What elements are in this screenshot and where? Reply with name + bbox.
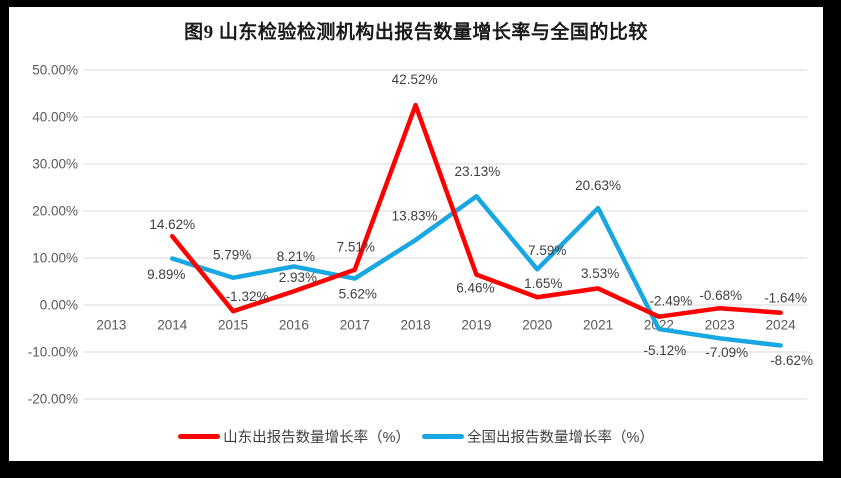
x-axis-tick-label: 2018 xyxy=(401,318,431,333)
y-axis-tick-label: 10.00% xyxy=(32,251,78,266)
x-axis-tick-label: 2015 xyxy=(218,318,248,333)
y-axis-tick-label: -20.00% xyxy=(28,392,78,407)
data-label: -1.32% xyxy=(226,289,269,304)
x-axis-tick-label: 2019 xyxy=(461,318,491,333)
series-line-shandong xyxy=(170,102,783,319)
y-axis-tick-label: -10.00% xyxy=(28,345,78,360)
legend-label-national: 全国出报告数量增长率（%） xyxy=(467,430,654,446)
data-label: 6.46% xyxy=(456,280,494,295)
chart-legend: 山东出报告数量增长率（%） 全国出报告数量增长率（%） xyxy=(9,426,823,447)
legend-item-national: 全国出报告数量增长率（%） xyxy=(422,426,654,447)
data-label: 42.52% xyxy=(392,72,438,87)
legend-line-swatch-blue xyxy=(422,434,464,439)
data-label: 5.62% xyxy=(339,286,377,301)
data-label: 13.83% xyxy=(392,209,438,224)
x-axis-tick-label: 2016 xyxy=(279,318,309,333)
data-label: 1.65% xyxy=(524,276,562,291)
x-axis-tick-label: 2023 xyxy=(705,318,735,333)
y-axis-tick-label: 0.00% xyxy=(40,298,78,313)
data-label: 3.53% xyxy=(581,266,619,281)
data-label: 5.79% xyxy=(213,248,251,263)
series-line-national xyxy=(170,194,783,348)
x-axis-tick-label: 2024 xyxy=(766,318,797,333)
data-label: 8.21% xyxy=(277,249,315,264)
data-label: -8.62% xyxy=(770,353,813,368)
x-axis-tick-label: 2013 xyxy=(96,318,126,333)
x-axis-tick-label: 2014 xyxy=(157,318,188,333)
data-label: -5.12% xyxy=(644,343,687,358)
legend-label-shandong: 山东出报告数量增长率（%） xyxy=(223,430,410,446)
data-label: -2.49% xyxy=(650,293,693,308)
chart-canvas: 50.00% 40.00% 30.00% 20.00% 10.00% 0.00% -10.0… xyxy=(28,63,813,407)
data-label: -0.68% xyxy=(699,288,742,303)
chart-title: 图9 山东检验检测机构出报告数量增长率与全国的比较 xyxy=(184,22,648,43)
data-label: 7.51% xyxy=(337,239,375,254)
chart-card: 图9 山东检验检测机构出报告数量增长率与全国的比较 50.00% 40.00% 30… xyxy=(9,7,823,461)
legend-line-swatch-red xyxy=(178,434,221,439)
y-axis-tick-label: 30.00% xyxy=(32,157,78,172)
x-axis-tick-label: 2021 xyxy=(583,318,613,333)
y-axis-tick-label: 20.00% xyxy=(32,204,78,219)
y-axis-tick-label: 40.00% xyxy=(32,110,78,125)
x-axis-tick-label: 2017 xyxy=(340,318,370,333)
legend-item-shandong: 山东出报告数量增长率（%） xyxy=(178,426,410,447)
data-label: 2.93% xyxy=(279,270,317,285)
data-label: 23.13% xyxy=(455,164,501,179)
data-label: 20.63% xyxy=(575,178,621,193)
data-label: 9.89% xyxy=(147,267,185,282)
data-label: 14.62% xyxy=(149,217,195,232)
data-label: 7.59% xyxy=(528,243,566,258)
y-axis-tick-label: 50.00% xyxy=(32,63,78,78)
data-label: -1.64% xyxy=(764,290,807,305)
data-label: -7.09% xyxy=(705,345,748,360)
x-axis-tick-label: 2020 xyxy=(522,318,552,333)
